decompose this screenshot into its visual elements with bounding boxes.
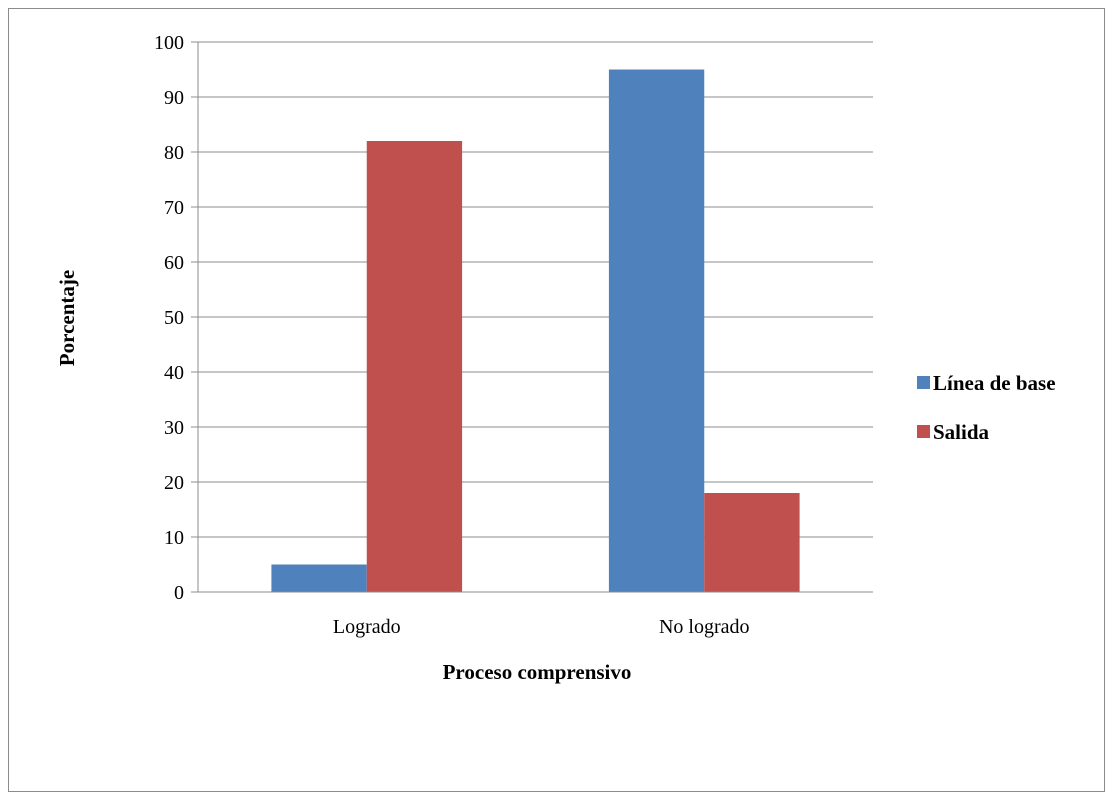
y-tick-labels: 0 10 20 30 40 50 60 70 80 90 100 bbox=[154, 32, 184, 604]
bar-logrado-series-0 bbox=[271, 564, 367, 592]
legend: Línea de base Salida bbox=[917, 371, 1056, 444]
y-tick-label: 30 bbox=[164, 417, 184, 439]
y-axis-title: Porcentaje bbox=[55, 270, 79, 366]
y-tick-label: 60 bbox=[164, 252, 184, 274]
chart-frame bbox=[8, 8, 1105, 792]
y-tick-label: 80 bbox=[164, 142, 184, 164]
y-tick-label: 20 bbox=[164, 472, 184, 494]
gridlines bbox=[191, 41, 873, 593]
y-tick-label: 40 bbox=[164, 362, 184, 384]
bar-no-logrado-series-0 bbox=[608, 69, 705, 592]
y-tick-label: 90 bbox=[164, 87, 184, 109]
bar-logrado-series-1 bbox=[366, 141, 463, 592]
y-tick-label: 10 bbox=[164, 527, 184, 549]
legend-label: Línea de base bbox=[933, 371, 1056, 395]
x-tick-label: Logrado bbox=[333, 616, 401, 638]
y-tick-label: 0 bbox=[174, 582, 184, 604]
bars bbox=[271, 69, 800, 592]
legend-label: Salida bbox=[933, 420, 990, 444]
y-tick-label: 100 bbox=[154, 32, 184, 54]
axes bbox=[197, 42, 873, 593]
y-tick-label: 50 bbox=[164, 307, 184, 329]
x-tick-labels: Logrado No logrado bbox=[333, 616, 750, 638]
y-tick-label: 70 bbox=[164, 197, 184, 219]
legend-swatch bbox=[917, 376, 930, 389]
bar-no-logrado-series-1 bbox=[704, 493, 800, 592]
legend-swatch bbox=[917, 425, 930, 438]
x-axis-title: Proceso comprensivo bbox=[443, 660, 632, 684]
x-tick-label: No logrado bbox=[659, 616, 750, 638]
